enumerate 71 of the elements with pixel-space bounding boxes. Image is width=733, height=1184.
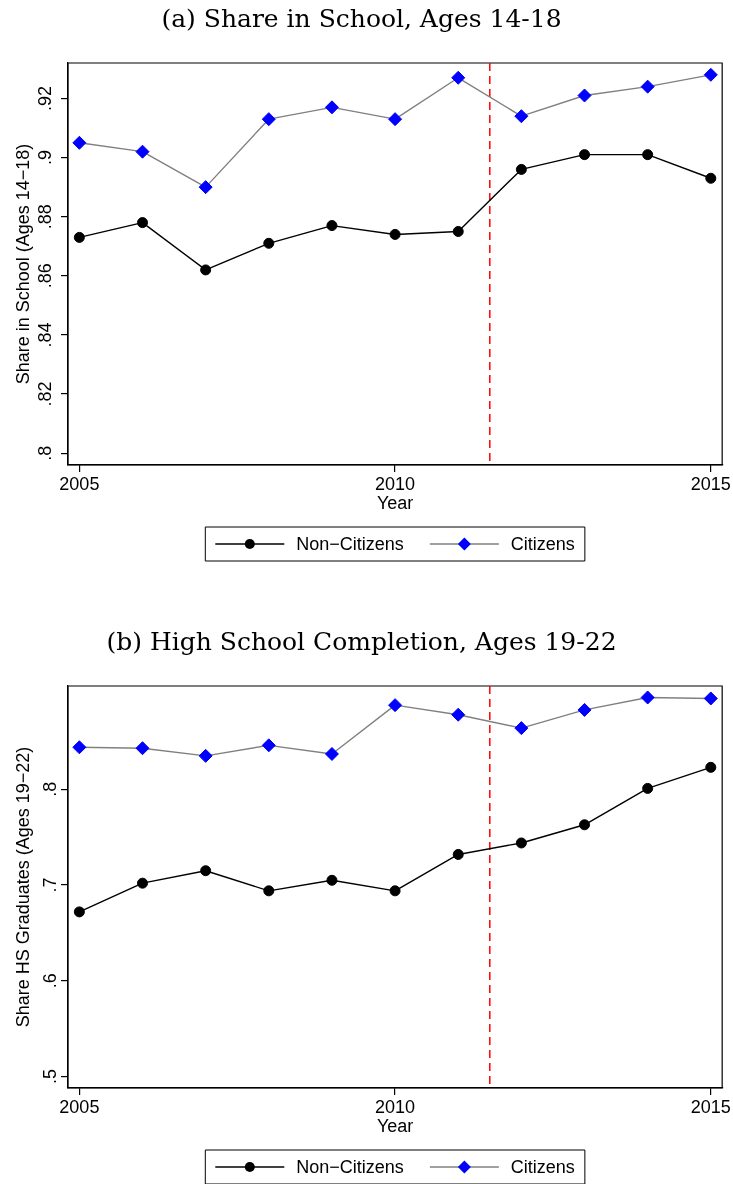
x-tick-label: 2010 (375, 1096, 416, 1117)
point (705, 172, 717, 184)
point (326, 874, 338, 886)
point (452, 225, 464, 237)
y-axis-title: Share HS Graduates (Ages 19−22) (12, 746, 33, 1028)
point (137, 217, 149, 229)
x-tick-label: 2015 (690, 473, 731, 494)
point (577, 702, 592, 717)
point (451, 707, 466, 722)
chart-title: (b) High School Completion, Ages 19-22 (106, 626, 617, 656)
point (137, 877, 149, 889)
point (73, 231, 85, 243)
y-tick-label: .9 (35, 150, 56, 166)
point (263, 237, 275, 249)
point (135, 144, 150, 159)
y-tick-label: .84 (35, 322, 56, 348)
legend-label: Citizens (510, 533, 575, 554)
x-tick-label: 2005 (59, 1096, 100, 1117)
point (577, 88, 592, 103)
point (261, 112, 276, 127)
y-tick-label: .86 (35, 263, 56, 289)
point (261, 738, 276, 753)
point (579, 819, 591, 831)
point (73, 906, 85, 918)
legend-label: Non−Citizens (296, 533, 404, 554)
legend-label: Non−Citizens (296, 1156, 404, 1177)
point (200, 264, 212, 276)
point (326, 220, 338, 232)
point (703, 67, 718, 82)
point (388, 698, 403, 713)
point (389, 228, 401, 240)
chart-title: (a) Share in School, Ages 14-18 (161, 3, 562, 33)
point (703, 691, 718, 706)
point (515, 163, 527, 175)
point (514, 721, 529, 736)
y-tick-label: .92 (35, 85, 56, 111)
y-tick-label: .8 (35, 445, 56, 461)
point (324, 100, 339, 115)
point (324, 746, 339, 761)
point (515, 837, 527, 849)
point (705, 761, 717, 773)
y-tick-label: .88 (35, 204, 56, 230)
y-tick-label: .7 (40, 877, 61, 893)
point (579, 149, 591, 161)
point (198, 180, 213, 195)
point (198, 748, 213, 763)
point (452, 848, 464, 860)
legend-label: Citizens (510, 1156, 575, 1177)
y-tick-label: .8 (40, 781, 61, 797)
x-axis-title: Year (376, 493, 414, 514)
y-tick-label: .6 (40, 973, 61, 989)
x-tick-label: 2010 (375, 473, 416, 494)
point (389, 885, 401, 897)
y-axis-title: Share in School (Ages 14−18) (12, 143, 33, 385)
point (388, 112, 403, 127)
point (72, 135, 87, 150)
point (640, 79, 655, 94)
point (642, 149, 654, 161)
y-tick-label: .5 (40, 1069, 61, 1085)
point (135, 741, 150, 756)
point (263, 885, 275, 897)
point (451, 70, 466, 85)
x-tick-label: 2015 (690, 1096, 731, 1117)
y-tick-label: .82 (35, 381, 56, 407)
point (72, 740, 87, 755)
point (640, 690, 655, 705)
x-tick-label: 2005 (59, 473, 100, 494)
point (200, 865, 212, 877)
x-axis-title: Year (376, 1116, 414, 1137)
point (642, 782, 654, 794)
point (514, 109, 529, 124)
